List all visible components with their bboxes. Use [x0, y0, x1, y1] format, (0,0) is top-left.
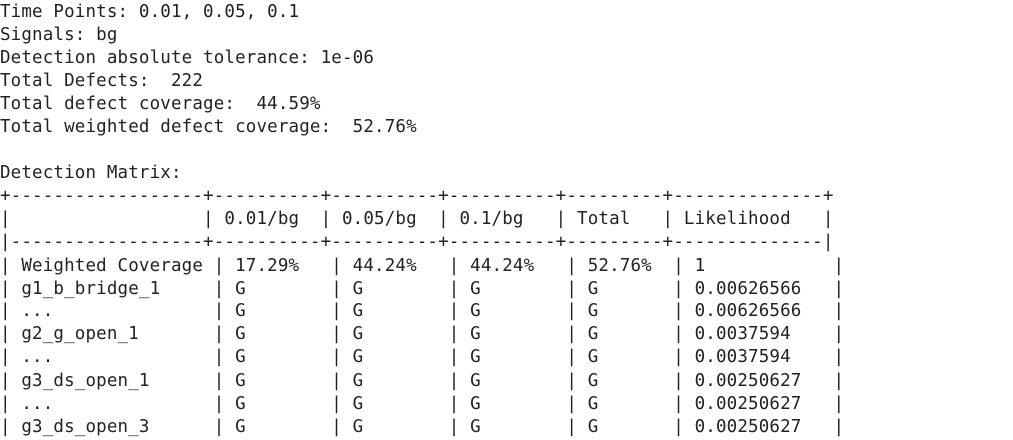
time-points-line: Time Points: 0.01, 0.05, 0.1: [0, 2, 300, 22]
total-defects-line: Total Defects: 222: [0, 71, 204, 91]
matrix-header-row: | | 0.01/bg | 0.05/bg | 0.1/bg | Total |…: [0, 209, 834, 229]
table-row: | g3_ds_open_1 | G | G | G | G | 0.00250…: [0, 371, 845, 391]
table-row: | ... | G | G | G | G | 0.0037594 |: [0, 347, 845, 367]
signals-line: Signals: bg: [0, 25, 118, 45]
matrix-border-top: +------------------+----------+---------…: [0, 186, 834, 206]
table-row: | Weighted Coverage | 17.29% | 44.24% | …: [0, 256, 845, 276]
table-row: | g2_g_open_1 | G | G | G | G | 0.003759…: [0, 324, 845, 344]
table-row: | ... | G | G | G | G | 0.00250627 |: [0, 394, 845, 414]
table-row: | ... | G | G | G | G | 0.00626566 |: [0, 301, 845, 321]
table-row: | g3_ds_open_3 | G | G | G | G | 0.00250…: [0, 417, 845, 437]
matrix-header-separator: |------------------+----------+---------…: [0, 232, 834, 252]
weighted-coverage-line: Total weighted defect coverage: 52.76%: [0, 117, 417, 137]
tolerance-line: Detection absolute tolerance: 1e-06: [0, 48, 375, 68]
matrix-title: Detection Matrix:: [0, 163, 182, 183]
defect-coverage-line: Total defect coverage: 44.59%: [0, 94, 321, 114]
table-row: | g1_b_bridge_1 | G | G | G | G | 0.0062…: [0, 279, 845, 299]
